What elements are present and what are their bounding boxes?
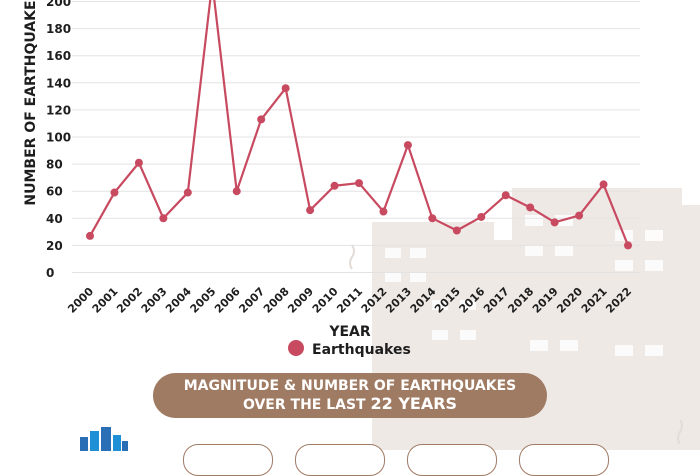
legend: Earthquakes (288, 340, 411, 358)
x-tick-label: 2002 (114, 285, 145, 316)
data-point (159, 214, 168, 223)
earthquakes-series-line (89, 0, 630, 246)
x-tick-label: 2022 (603, 285, 634, 316)
x-tick-label: 2019 (530, 285, 561, 316)
line-chart: 0 20 40 60 80 100 120 140 160 180 200 200020012002… (23, 0, 640, 358)
y-tick-label: 100 (46, 131, 71, 145)
x-tick-label: 2012 (359, 285, 390, 316)
x-tick-label: 2008 (261, 285, 292, 316)
x-tick-label: 2000 (65, 285, 96, 316)
data-point (624, 241, 632, 250)
data-point (86, 231, 94, 240)
legend-label: Earthquakes (312, 342, 411, 358)
stat-pill-2 (295, 444, 385, 476)
y-tick-label: 180 (46, 22, 71, 36)
x-axis-ticks: 2000200120022003200420052006200720082009… (65, 285, 634, 316)
x-tick-label: 2011 (334, 285, 365, 316)
banner-line-2-prefix: OVER THE LAST (242, 397, 371, 413)
y-tick-label: 160 (46, 49, 71, 63)
data-point (257, 115, 266, 124)
x-tick-label: 2014 (408, 285, 439, 316)
title-banner: MAGNITUDE & NUMBER OF EARTHQUAKES OVER T… (153, 373, 547, 418)
data-point (306, 206, 315, 215)
data-point (110, 188, 119, 197)
stat-pill-4 (519, 444, 609, 476)
banner-line-1: MAGNITUDE & NUMBER OF EARTHQUAKES (183, 378, 517, 394)
y-axis-title: NUMBER OF EARTHQUAKES (23, 0, 39, 206)
y-axis-ticks: 0 20 40 60 80 100 120 140 160 180 200 (46, 0, 71, 280)
data-point (575, 211, 584, 220)
data-point (526, 203, 535, 212)
data-point (599, 180, 608, 189)
data-point (379, 207, 388, 216)
data-point (355, 179, 363, 188)
x-tick-label: 2009 (285, 285, 316, 316)
y-tick-label: 80 (46, 158, 63, 172)
y-tick-label: 120 (46, 103, 71, 117)
y-tick-label: 0 (46, 266, 54, 280)
y-tick-label: 40 (46, 212, 63, 226)
x-tick-label: 2007 (236, 285, 267, 316)
data-point (452, 226, 461, 235)
x-tick-label: 2013 (383, 285, 414, 316)
data-point (134, 158, 143, 167)
y-tick-label: 140 (46, 76, 71, 90)
data-point (403, 141, 412, 150)
x-tick-label: 2010 (310, 285, 341, 316)
x-tick-label: 2018 (505, 285, 536, 316)
x-tick-label: 2004 (163, 285, 194, 316)
x-axis-title: YEAR (328, 324, 371, 340)
x-tick-label: 2005 (188, 285, 219, 316)
banner-highlight: 22 YEARS (370, 394, 458, 413)
x-tick-label: 2021 (579, 285, 610, 316)
buildings-logo-icon (80, 427, 128, 451)
data-point (183, 188, 192, 197)
banner-line-2: OVER THE LAST 22 YEARS (243, 395, 457, 414)
data-points (86, 84, 632, 250)
stat-pill-1 (183, 444, 273, 476)
y-tick-label: 60 (46, 185, 63, 199)
x-tick-label: 2006 (212, 285, 243, 316)
data-point (281, 84, 290, 93)
x-tick-label: 2016 (457, 285, 488, 316)
x-tick-label: 2003 (139, 285, 170, 316)
x-tick-label: 2017 (481, 285, 512, 316)
x-tick-label: 2020 (554, 285, 585, 316)
background-buildings (349, 188, 700, 450)
y-tick-label: 200 (46, 0, 71, 9)
data-point (477, 212, 486, 221)
data-point (232, 187, 241, 196)
data-point (428, 214, 437, 223)
data-point (550, 218, 559, 227)
x-tick-label: 2001 (90, 285, 121, 316)
legend-marker (288, 340, 304, 356)
data-point (330, 181, 339, 190)
data-point (501, 191, 510, 200)
y-tick-label: 20 (46, 239, 63, 253)
stat-pill-3 (407, 444, 497, 476)
x-tick-label: 2015 (432, 285, 463, 316)
grid-lines (72, 1, 640, 273)
